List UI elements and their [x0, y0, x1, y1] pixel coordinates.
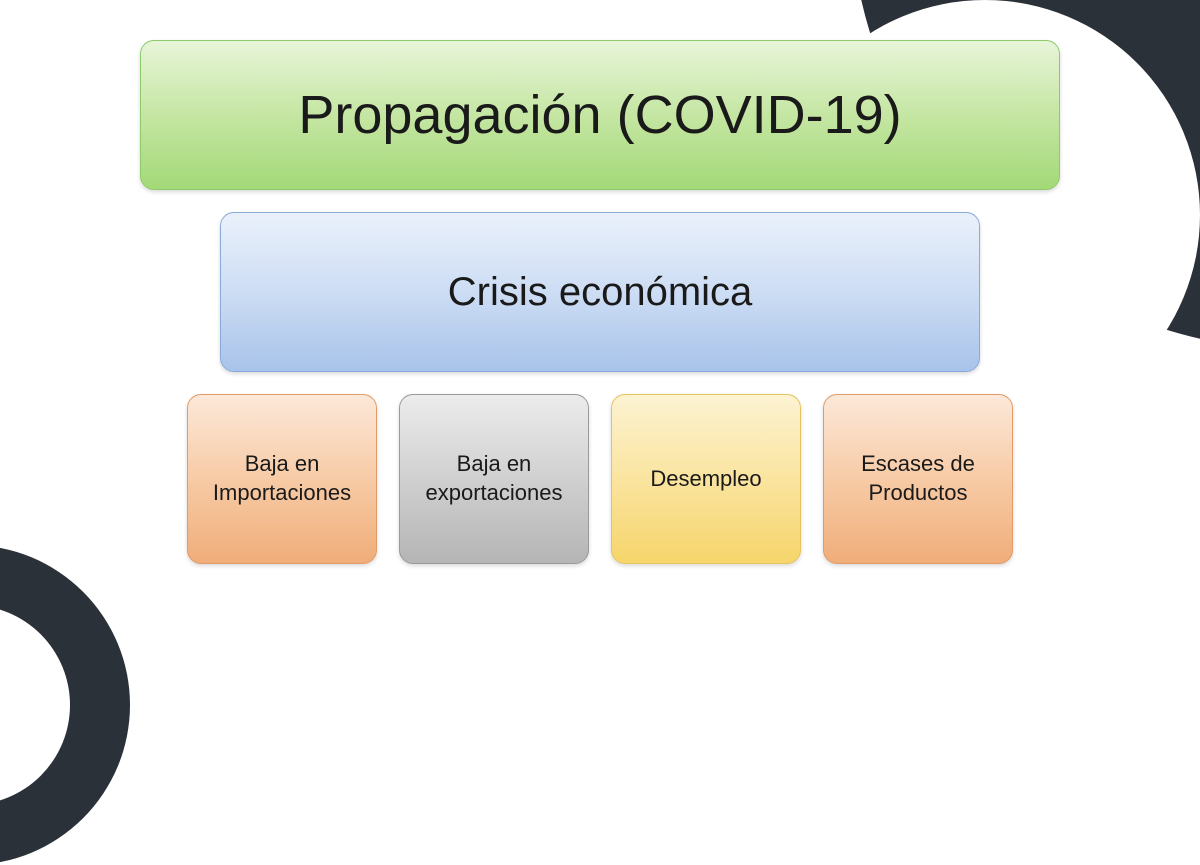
level2-label: Crisis económica — [448, 270, 753, 315]
level3-label: Desempleo — [650, 465, 761, 494]
level3-box-importaciones: Baja enImportaciones — [187, 394, 377, 564]
level3-box-exportaciones: Baja enexportaciones — [399, 394, 589, 564]
level1-label: Propagación (COVID-19) — [298, 84, 901, 146]
decorative-corner-bottom-left — [0, 545, 130, 865]
level2-box: Crisis económica — [220, 212, 980, 372]
level3-label: Baja enexportaciones — [426, 450, 563, 507]
level3-box-desempleo: Desempleo — [611, 394, 801, 564]
level3-label: Escases deProductos — [861, 450, 975, 507]
hierarchy-diagram: Propagación (COVID-19) Crisis económica … — [0, 0, 1200, 564]
level3-label: Baja enImportaciones — [213, 450, 351, 507]
level1-box: Propagación (COVID-19) — [140, 40, 1060, 190]
level3-box-productos: Escases deProductos — [823, 394, 1013, 564]
level3-row: Baja enImportaciones Baja enexportacione… — [187, 394, 1013, 564]
